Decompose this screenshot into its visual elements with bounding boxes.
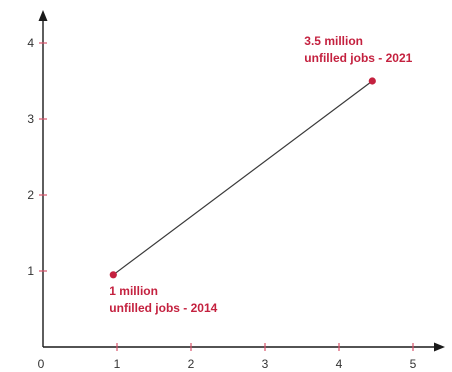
y-tick-label: 4 xyxy=(27,36,34,50)
series xyxy=(109,77,376,279)
annotation-2021-line2: unfilled jobs - 2021 xyxy=(304,51,412,65)
y-tick-marks xyxy=(39,42,47,272)
x-tick-label: 2 xyxy=(188,357,195,371)
x-tick-labels: 0 1 2 3 4 5 xyxy=(38,357,417,371)
x-tick-marks xyxy=(116,343,414,351)
data-point xyxy=(109,271,117,279)
y-axis-arrow-icon xyxy=(38,10,48,21)
x-tick-label: 1 xyxy=(114,357,121,371)
y-tick-label: 1 xyxy=(27,264,34,278)
annotation-2014: 1 million unfilled jobs - 2014 xyxy=(109,284,217,315)
x-tick-label: 3 xyxy=(262,357,269,371)
annotation-2021-line1: 3.5 million xyxy=(304,34,363,48)
series-line xyxy=(112,80,373,276)
y-tick-label: 2 xyxy=(27,188,34,202)
axes xyxy=(38,10,445,352)
x-tick-label: 0 xyxy=(38,357,45,371)
x-tick-label: 5 xyxy=(410,357,417,371)
annotation-2014-line2: unfilled jobs - 2014 xyxy=(109,301,217,315)
y-tick-labels: 1 2 3 4 xyxy=(27,36,34,278)
y-tick-label: 3 xyxy=(27,112,34,126)
annotation-2021: 3.5 million unfilled jobs - 2021 xyxy=(304,34,412,65)
x-axis-arrow-icon xyxy=(434,342,445,352)
x-tick-label: 4 xyxy=(336,357,343,371)
data-point xyxy=(368,77,376,85)
annotation-2014-line1: 1 million xyxy=(109,284,158,298)
